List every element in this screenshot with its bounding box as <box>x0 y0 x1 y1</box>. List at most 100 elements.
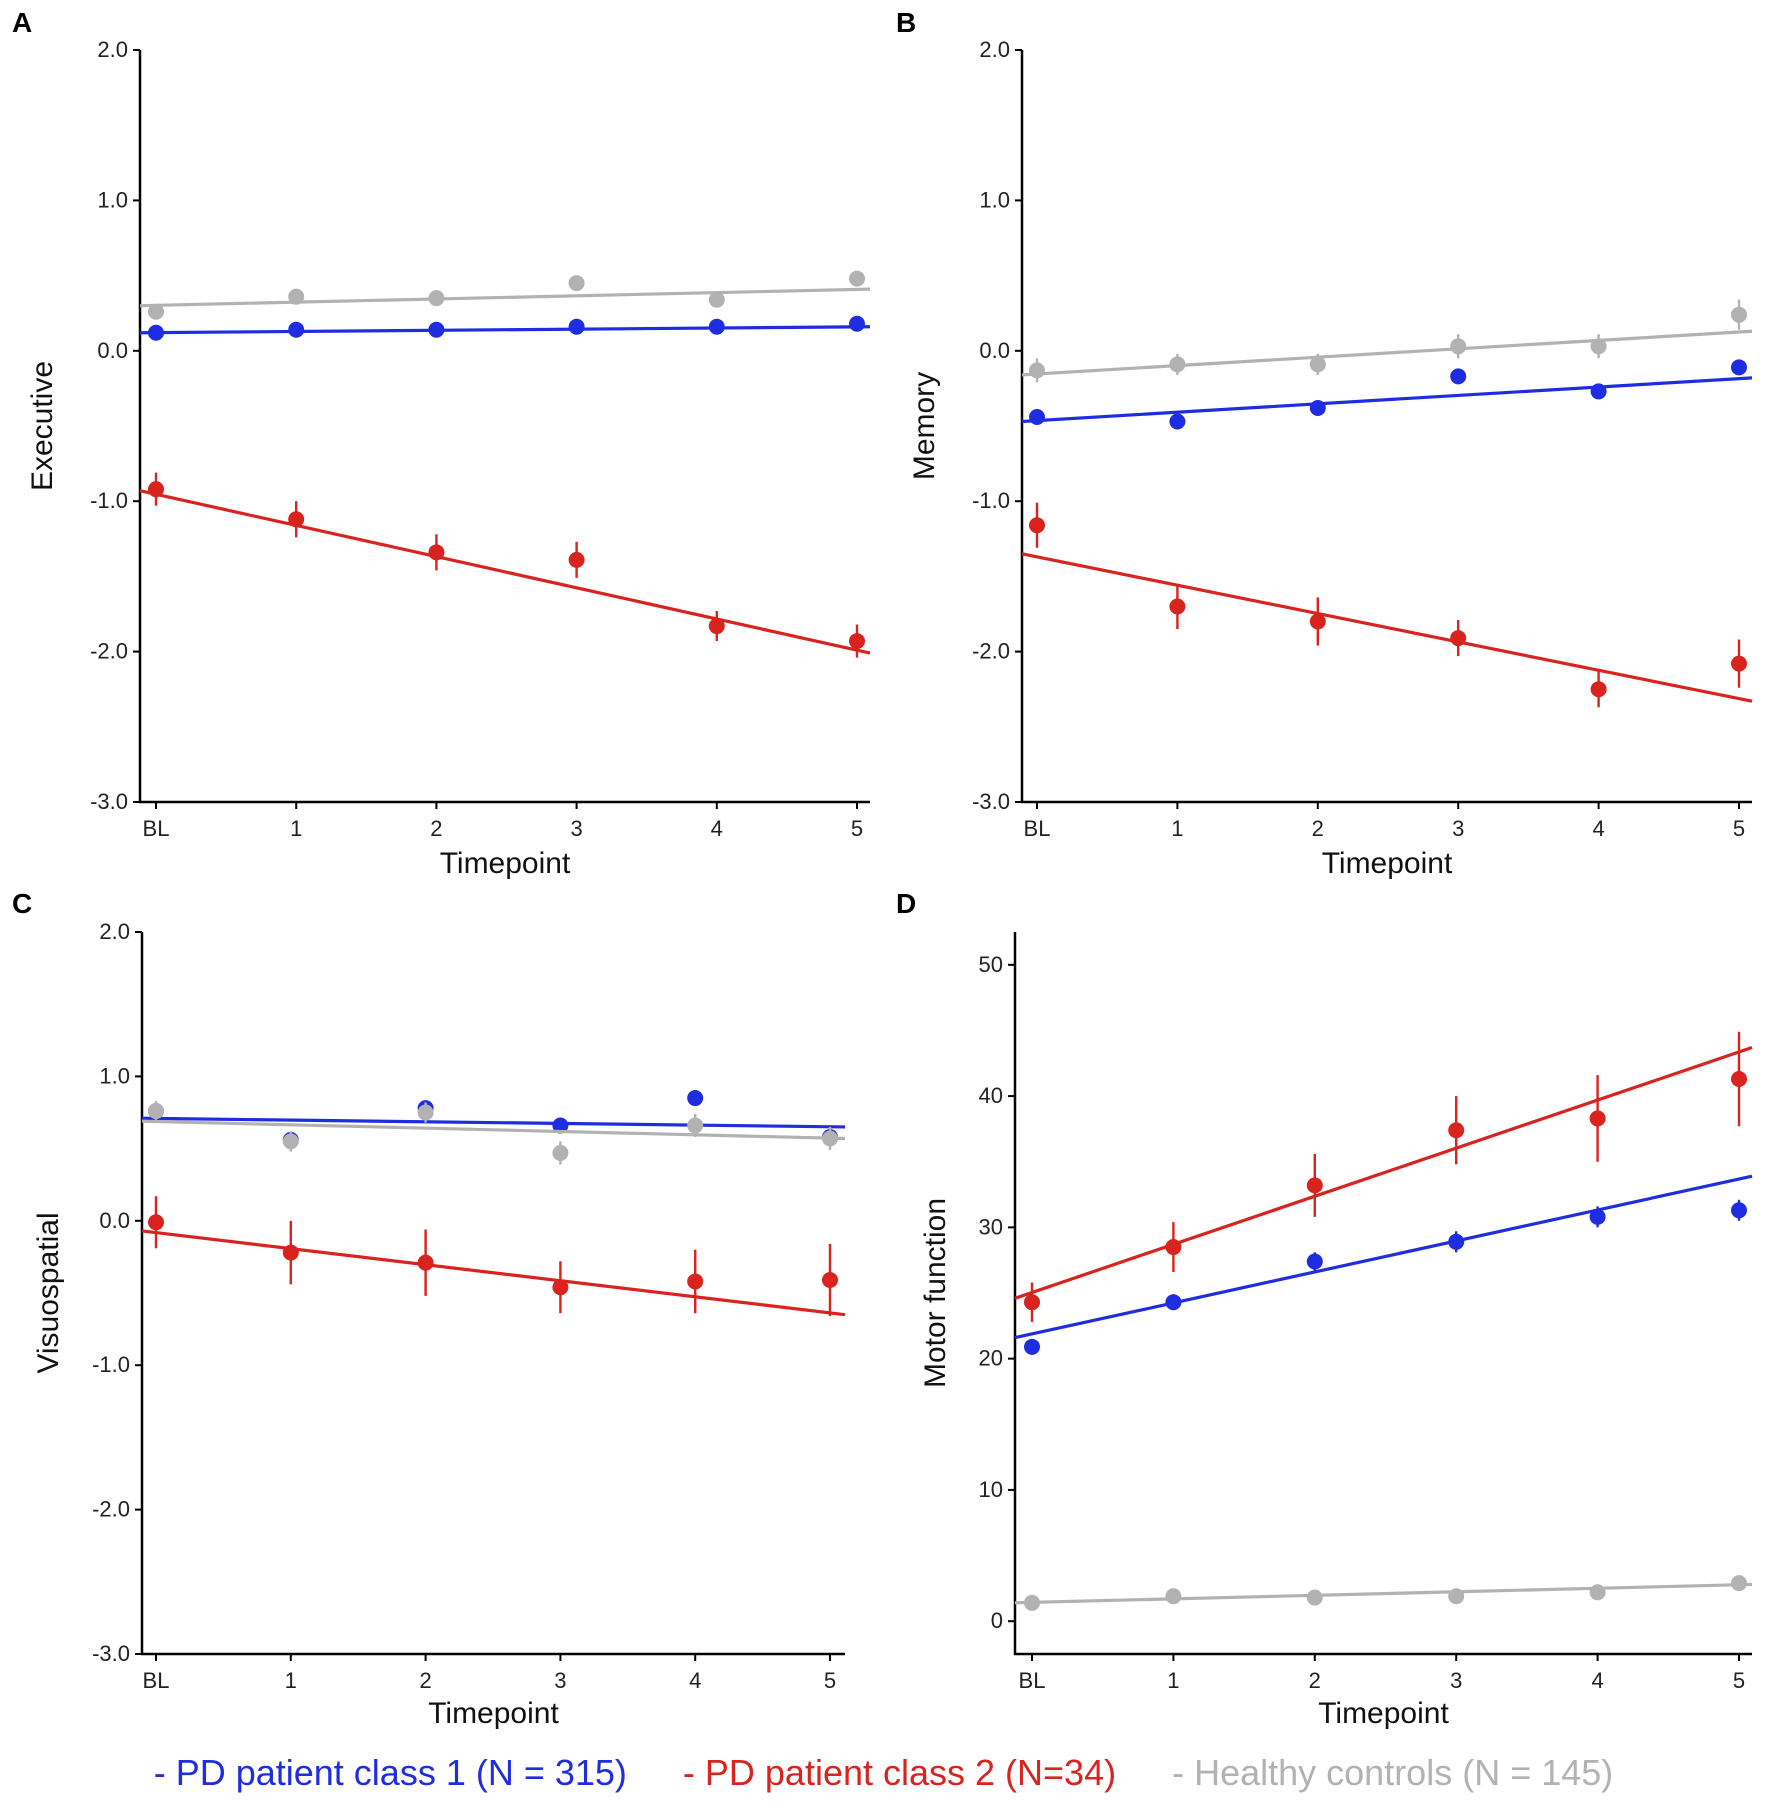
series-class2 <box>139 472 871 658</box>
data-point <box>148 1214 164 1231</box>
y-tick-label: -1.0 <box>90 488 128 513</box>
data-point <box>1731 359 1747 376</box>
panel-label: C <box>12 888 32 919</box>
data-point <box>1590 681 1607 698</box>
x-tick-label: BL <box>143 1668 170 1693</box>
panel-label: A <box>12 7 32 38</box>
data-point <box>428 544 445 561</box>
fit-line <box>139 489 871 655</box>
x-tick-label: 3 <box>1452 816 1464 841</box>
data-point <box>1589 1208 1606 1225</box>
y-tick-label: 2.0 <box>99 919 130 944</box>
series-controls <box>141 1100 846 1165</box>
x-tick-label: 2 <box>1309 1668 1321 1693</box>
data-point <box>148 481 164 498</box>
x-tick-label: 5 <box>851 816 863 841</box>
data-point <box>1024 1338 1040 1355</box>
data-point <box>1448 1588 1465 1605</box>
y-tick-label: -2.0 <box>92 1497 130 1522</box>
x-tick-label: 1 <box>285 1668 297 1693</box>
y-tick-label: 1.0 <box>979 187 1010 212</box>
y-tick-label: 40 <box>979 1083 1003 1108</box>
x-axis-title: Timepoint <box>1318 1697 1449 1730</box>
series-class1 <box>141 1090 846 1148</box>
data-point <box>1589 1110 1606 1127</box>
x-tick-label: 4 <box>711 816 723 841</box>
panel-B: B 2.0 1.0 0.0 -1.0 -2.0 -3.0 BL 1 2 3 4 5 Timepoint Me… <box>896 7 1753 880</box>
data-point <box>708 318 725 335</box>
data-point <box>1450 368 1467 385</box>
data-point <box>1029 408 1045 425</box>
data-point <box>288 321 305 338</box>
x-tick-label: 5 <box>1733 816 1745 841</box>
data-point <box>1450 338 1467 355</box>
y-tick-label: 0.0 <box>979 338 1010 363</box>
y-tick-label: 2.0 <box>979 37 1010 62</box>
y-tick-label: 2.0 <box>97 37 128 62</box>
x-axis-title: Timepoint <box>440 847 571 880</box>
data-point <box>148 1103 164 1120</box>
data-point <box>849 633 865 650</box>
y-tick-label: -1.0 <box>972 488 1010 513</box>
x-tick-label: BL <box>143 816 170 841</box>
data-point <box>568 318 585 335</box>
x-tick-label: 3 <box>554 1668 566 1693</box>
y-tick-label: 0 <box>991 1608 1003 1633</box>
x-tick-label: 3 <box>570 816 582 841</box>
data-point <box>1448 1233 1465 1250</box>
data-point <box>1306 1177 1323 1194</box>
data-point <box>282 1244 299 1261</box>
series-controls <box>1021 299 1753 383</box>
data-point <box>1731 1071 1747 1088</box>
x-tick-label: BL <box>1024 816 1051 841</box>
panel-A: A 2.0 1.0 0.0 -1.0 -2.0 -3.0 BL 1 2 3 4 5 Timepoint Ex… <box>12 7 871 880</box>
y-axis-title: Executive <box>26 361 59 491</box>
y-tick-label: 0.0 <box>97 338 128 363</box>
x-tick-label: BL <box>1019 1668 1046 1693</box>
data-point <box>687 1273 704 1290</box>
y-tick-label: -2.0 <box>90 639 128 664</box>
data-point <box>568 275 585 292</box>
data-point <box>282 1133 299 1150</box>
x-tick-label: 1 <box>290 816 302 841</box>
data-point <box>1448 1122 1465 1139</box>
data-point <box>1165 1239 1182 1256</box>
fit-line <box>1014 1582 1753 1605</box>
y-tick-label: 1.0 <box>99 1063 130 1088</box>
series-class1 <box>139 315 871 341</box>
y-tick-label: -1.0 <box>92 1352 130 1377</box>
data-point <box>1731 306 1747 323</box>
data-point <box>417 1104 434 1121</box>
y-tick-label: -3.0 <box>90 789 128 814</box>
x-tick-label: 4 <box>1592 816 1604 841</box>
y-axis-title: Visuospatial <box>32 1212 65 1373</box>
data-point <box>1731 655 1747 672</box>
data-point <box>1450 630 1467 647</box>
fit-line <box>141 1116 846 1129</box>
legend-controls: - Healthy controls (N = 145) <box>1172 1752 1614 1793</box>
data-point <box>1306 1589 1323 1606</box>
panel-label: D <box>896 888 916 919</box>
x-tick-label: 1 <box>1171 816 1183 841</box>
series-controls <box>139 270 871 320</box>
y-tick-label: -2.0 <box>972 639 1010 664</box>
x-tick-label: 3 <box>1450 1668 1462 1693</box>
data-point <box>552 1144 569 1161</box>
y-axis-title: Motor function <box>919 1198 952 1388</box>
series-controls <box>1014 1575 1753 1611</box>
fit-line <box>1021 552 1753 703</box>
legend-class1: - PD patient class 1 (N = 315) <box>153 1752 627 1793</box>
x-axis-title: Timepoint <box>428 1697 559 1730</box>
data-point <box>1590 338 1607 355</box>
y-tick-label: 0.0 <box>99 1208 130 1233</box>
data-point <box>1309 399 1326 416</box>
x-axis-title: Timepoint <box>1322 847 1453 880</box>
legend-class2: - PD patient class 2 (N=34) <box>682 1752 1117 1793</box>
data-point <box>822 1272 838 1289</box>
data-point <box>428 290 445 307</box>
data-point <box>288 288 305 305</box>
data-point <box>568 551 585 568</box>
data-point <box>822 1130 838 1147</box>
y-axis-title: Memory <box>908 372 941 480</box>
figure: A 2.0 1.0 0.0 -1.0 -2.0 -3.0 BL 1 2 3 4 5 Timepoint Ex… <box>12 7 1753 1730</box>
